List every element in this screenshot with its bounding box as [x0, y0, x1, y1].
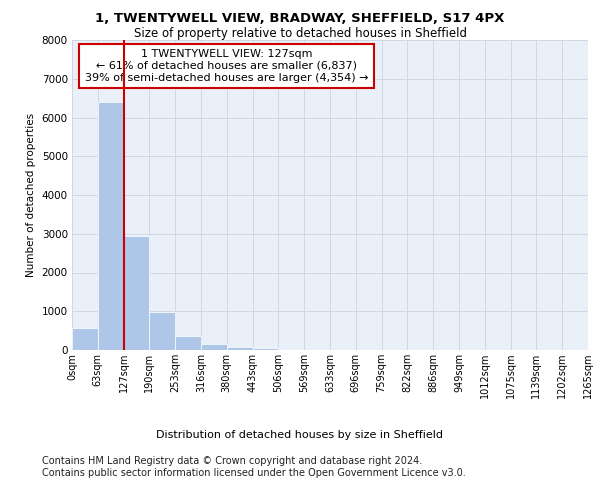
- Text: Contains HM Land Registry data © Crown copyright and database right 2024.
Contai: Contains HM Land Registry data © Crown c…: [42, 456, 466, 477]
- Bar: [149, 312, 175, 350]
- Text: Distribution of detached houses by size in Sheffield: Distribution of detached houses by size …: [157, 430, 443, 440]
- Bar: [201, 344, 227, 350]
- Bar: [124, 236, 149, 350]
- Bar: [175, 336, 201, 350]
- Text: 1, TWENTYWELL VIEW, BRADWAY, SHEFFIELD, S17 4PX: 1, TWENTYWELL VIEW, BRADWAY, SHEFFIELD, …: [95, 12, 505, 26]
- Bar: [72, 328, 98, 350]
- Bar: [98, 102, 124, 350]
- Text: Size of property relative to detached houses in Sheffield: Size of property relative to detached ho…: [133, 28, 467, 40]
- Y-axis label: Number of detached properties: Number of detached properties: [26, 113, 36, 277]
- Text: 1 TWENTYWELL VIEW: 127sqm
← 61% of detached houses are smaller (6,837)
39% of se: 1 TWENTYWELL VIEW: 127sqm ← 61% of detac…: [85, 50, 368, 82]
- Bar: [253, 348, 278, 350]
- Bar: [227, 346, 253, 350]
